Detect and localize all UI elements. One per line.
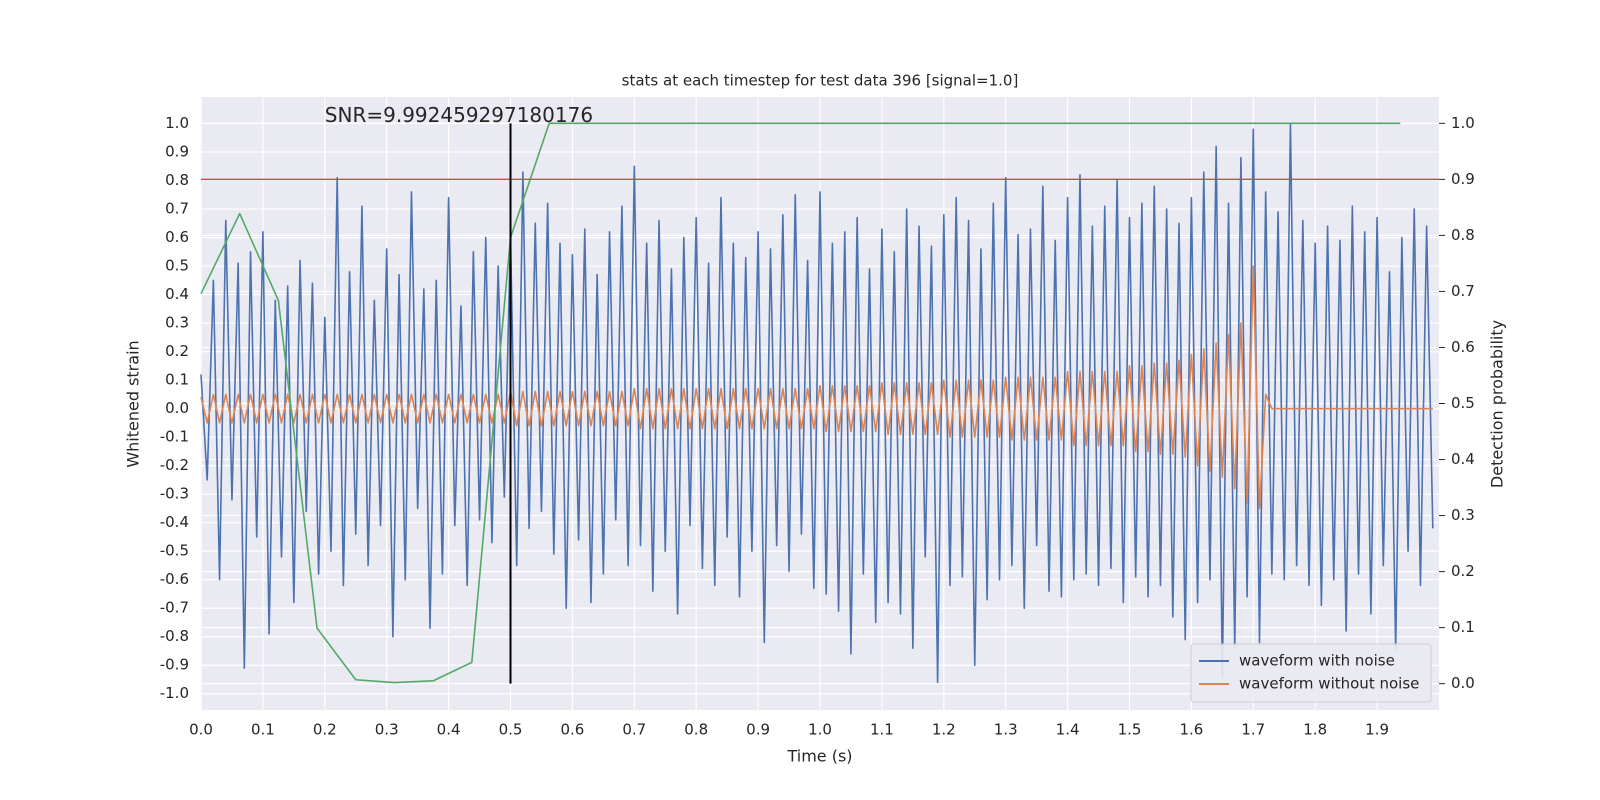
x-tick-label: 0.5 xyxy=(499,721,523,739)
y-tick-label: 1.0 xyxy=(165,114,189,132)
y2-tick-label: 0.5 xyxy=(1451,394,1475,412)
y2-tick-label: 0.0 xyxy=(1451,674,1475,692)
legend-label: waveform with noise xyxy=(1239,652,1395,670)
annotation: SNR=9.992459297180176 xyxy=(325,103,593,127)
x-tick-label: 1.7 xyxy=(1241,721,1265,739)
y2-tick-label: 0.7 xyxy=(1451,282,1475,300)
series-line xyxy=(200,265,1433,510)
x-tick-label: 0.4 xyxy=(437,721,461,739)
x-tick-label: 0.3 xyxy=(375,721,399,739)
y-tick-label: 0.8 xyxy=(165,171,189,189)
y-tick-label: 0.5 xyxy=(165,257,189,275)
y-tick-label: -0.4 xyxy=(160,513,189,531)
y-tick-label: -1.0 xyxy=(160,684,189,702)
x-tick-label: 1.2 xyxy=(932,721,956,739)
x-tick-label: 1.4 xyxy=(1056,721,1080,739)
series-line xyxy=(200,122,1434,684)
y-axis-label: Whitened strain xyxy=(124,340,143,467)
y-tick-label: -0.2 xyxy=(160,456,189,474)
y-tick-label: -0.6 xyxy=(160,570,189,588)
x-tick-label: 0.8 xyxy=(684,721,708,739)
y2-tick-label: 0.1 xyxy=(1451,618,1475,636)
y2-tick-label: 0.2 xyxy=(1451,562,1475,580)
x-tick-label: 0.7 xyxy=(622,721,646,739)
x-tick-label: 0.9 xyxy=(746,721,770,739)
y-tick-label: 0.6 xyxy=(165,228,189,246)
x-tick-label: 1.8 xyxy=(1303,721,1327,739)
y-tick-label: 0.9 xyxy=(165,143,189,161)
y-tick-label: -0.5 xyxy=(160,542,189,560)
series-line xyxy=(200,122,1401,684)
y2-tick-label: 0.6 xyxy=(1451,338,1475,356)
y2-tick-label: 0.4 xyxy=(1451,450,1475,468)
y-tick-label: -0.7 xyxy=(160,599,189,617)
y-tick-label: 0.0 xyxy=(165,399,189,417)
x-tick-label: 0.2 xyxy=(313,721,337,739)
legend-label: waveform without noise xyxy=(1239,675,1419,693)
x-tick-label: 0.6 xyxy=(560,721,584,739)
y-tick-label: 0.7 xyxy=(165,200,189,218)
y2-tick-label: 0.3 xyxy=(1451,506,1475,524)
x-tick-label: 0.1 xyxy=(251,721,275,739)
y-tick-label: 0.3 xyxy=(165,314,189,332)
y-tick-label: -0.1 xyxy=(160,428,189,446)
x-tick-label: 1.3 xyxy=(994,721,1018,739)
x-tick-label: 1.0 xyxy=(808,721,832,739)
y2-tick-label: 0.8 xyxy=(1451,226,1475,244)
y-tick-label: 0.4 xyxy=(165,285,189,303)
y2-tick-label: 1.0 xyxy=(1451,114,1475,132)
x-tick-label: 0.0 xyxy=(189,721,213,739)
y-tick-label: -0.3 xyxy=(160,485,189,503)
x-tick-label: 1.6 xyxy=(1179,721,1203,739)
x-tick-label: 1.9 xyxy=(1365,721,1389,739)
x-tick-label: 1.5 xyxy=(1118,721,1142,739)
y-tick-label: -0.9 xyxy=(160,656,189,674)
y-tick-label: 0.1 xyxy=(165,371,189,389)
y2-axis-label: Detection probability xyxy=(1488,320,1507,488)
x-axis-label: Time (s) xyxy=(786,747,852,766)
y-tick-label: -0.8 xyxy=(160,627,189,645)
chart-title: stats at each timestep for test data 396… xyxy=(622,72,1019,90)
legend-box xyxy=(1190,643,1432,703)
y2-tick-label: 0.9 xyxy=(1451,170,1475,188)
x-tick-label: 1.1 xyxy=(870,721,894,739)
y-tick-label: 0.2 xyxy=(165,342,189,360)
